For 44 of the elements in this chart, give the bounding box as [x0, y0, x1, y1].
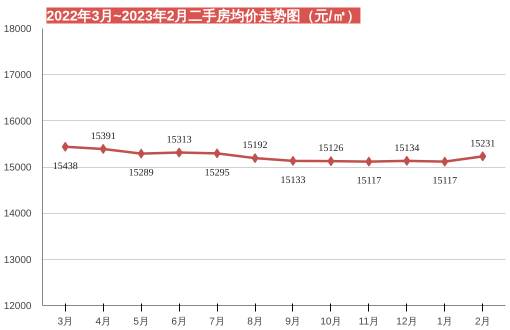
data-label: 15313	[166, 134, 192, 146]
point	[403, 156, 410, 166]
data-label: 15117	[356, 176, 382, 187]
data-label: 15231	[470, 138, 496, 150]
point	[138, 148, 145, 159]
y-tick-label: 16000	[4, 116, 32, 128]
data-label: 15192	[242, 140, 268, 152]
x-tick-label: 3月	[57, 316, 74, 328]
chart-title: 2022年3月~2023年2月二手房均价走势图（元/㎡）	[46, 8, 360, 24]
x-tick-label: 11月	[358, 316, 380, 328]
point	[214, 148, 221, 158]
point	[289, 156, 296, 166]
data-label: 15133	[280, 174, 306, 186]
point	[252, 153, 259, 164]
x-tick-label: 6月	[171, 316, 187, 328]
x-tick-label: 5月	[133, 316, 149, 328]
x-tick-label: 12月	[396, 316, 418, 328]
point	[365, 156, 372, 167]
point	[479, 151, 486, 162]
y-tick-label: 12000	[4, 301, 32, 312]
point	[327, 156, 334, 166]
y-tick-label: 13000	[4, 254, 32, 266]
data-label: 15295	[204, 167, 230, 178]
y-tick-label: 18000	[4, 24, 32, 35]
data-label: 15289	[128, 168, 154, 179]
x-tick-label: 7月	[209, 316, 225, 328]
x-tick-label: 4月	[95, 316, 112, 328]
data-label: 15126	[318, 143, 344, 154]
point	[441, 156, 448, 167]
x-tick-label: 2月	[474, 316, 491, 328]
data-label: 15438	[52, 160, 78, 172]
y-tick-label: 14000	[4, 208, 32, 220]
y-tick-label: 17000	[4, 70, 32, 82]
data-label: 15391	[90, 130, 116, 142]
point	[100, 144, 107, 154]
y-tick-label: 15000	[4, 162, 32, 174]
point	[176, 148, 183, 158]
x-tick-label: 9月	[285, 316, 301, 328]
data-label: 15117	[432, 176, 458, 187]
x-tick-label: 10月	[320, 316, 342, 328]
point	[62, 142, 69, 152]
data-label: 15134	[394, 142, 420, 154]
x-tick-label: 8月	[247, 316, 263, 328]
x-tick-label: 1月	[437, 316, 453, 328]
